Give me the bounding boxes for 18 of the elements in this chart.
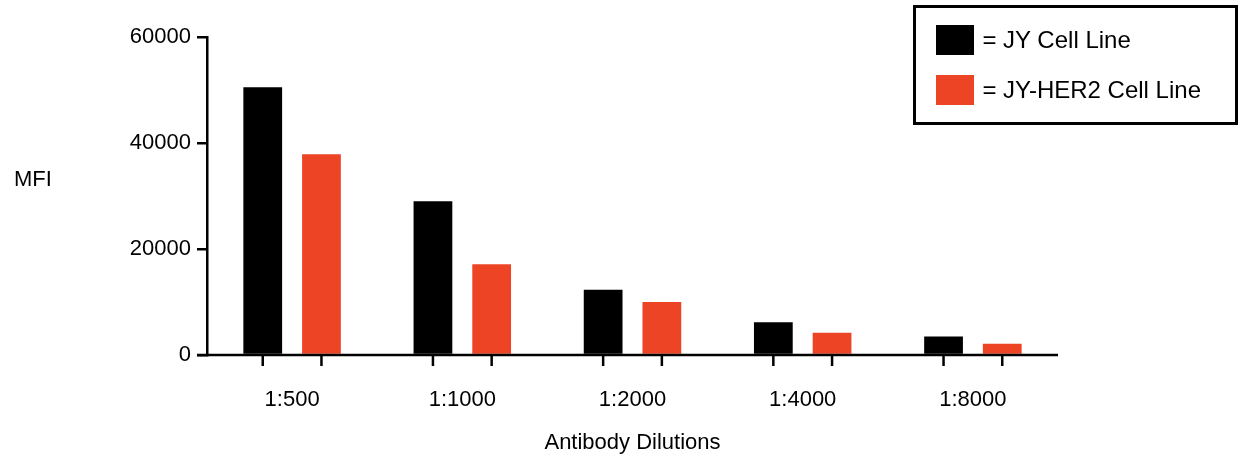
y-tick-label: 20000 [129, 235, 191, 261]
x-tick-label: 1:4000 [769, 386, 837, 412]
x-tick-label: 1:2000 [598, 386, 667, 412]
y-tick-label: 40000 [129, 129, 191, 155]
bar [982, 343, 1022, 354]
bar [812, 332, 852, 354]
x-axis-title: Antibody Dilutions [544, 428, 721, 454]
y-tick-label: 60000 [129, 23, 191, 49]
bar [472, 264, 512, 354]
y-axis-title: MFI [14, 166, 52, 192]
bar [302, 154, 341, 354]
legend-label: = JY-HER2 Cell Line [982, 76, 1201, 104]
bar [642, 302, 682, 354]
legend-label: = JY Cell Line [982, 26, 1131, 54]
x-tick-label: 1:8000 [939, 386, 1007, 412]
y-tick-label: 0 [178, 341, 191, 367]
x-tick-label: 1:500 [264, 386, 320, 412]
x-tick-label: 1:1000 [428, 386, 496, 412]
